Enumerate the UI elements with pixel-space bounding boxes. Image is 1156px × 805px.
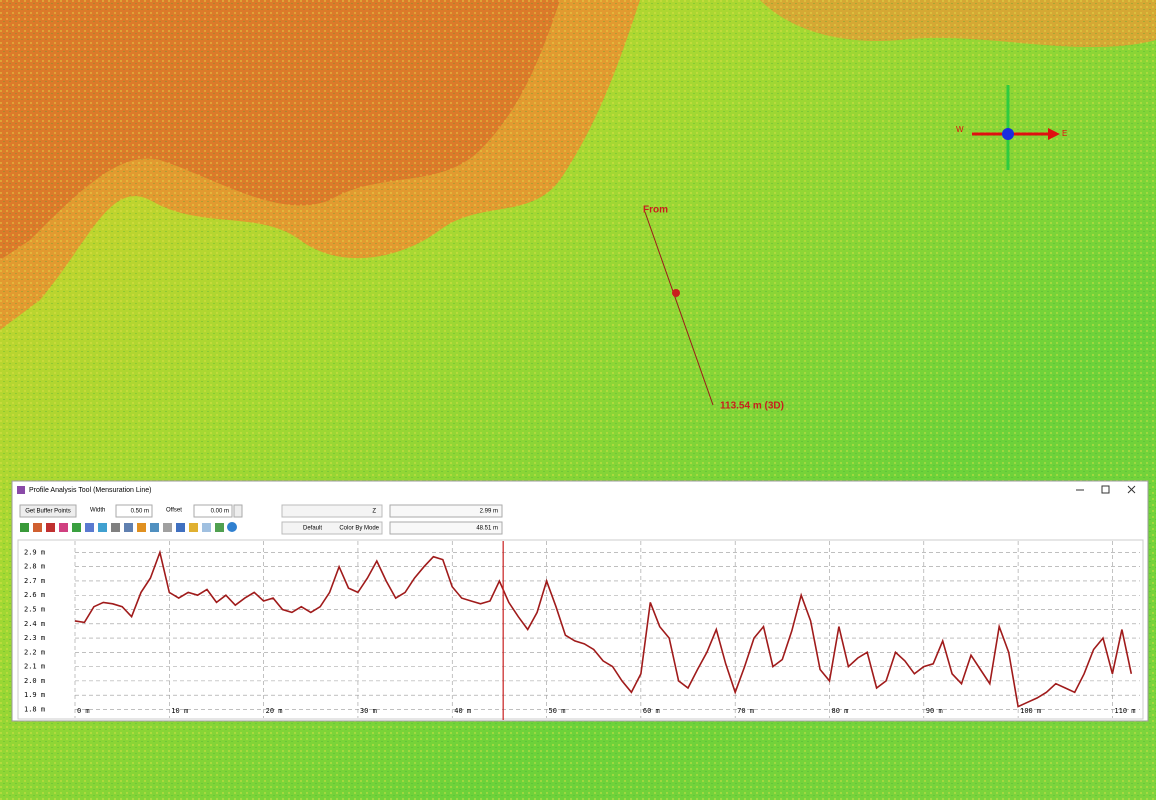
x-tick-label: 100 m: [1020, 707, 1041, 715]
z-dropdown[interactable]: [282, 505, 382, 517]
distance-label: 113.54 m (3D): [720, 401, 784, 412]
color-mode-value: Color By Mode: [339, 526, 379, 532]
tool-icon[interactable]: [20, 523, 29, 532]
style-value: Default: [303, 526, 322, 532]
y-tick-label: 2.9 m: [24, 548, 45, 556]
compass-east: E: [1062, 129, 1067, 138]
width-value: 0.50 m: [131, 509, 149, 515]
tool-icon[interactable]: [215, 523, 224, 532]
y-tick-label: 2.4 m: [24, 620, 45, 628]
from-label: From: [643, 205, 668, 216]
offset-spinner[interactable]: [234, 505, 242, 517]
tool-icon[interactable]: [124, 523, 133, 532]
tool-icon[interactable]: [202, 523, 211, 532]
y-tick-label: 2.3 m: [24, 634, 45, 642]
x-tick-label: 0 m: [77, 707, 90, 715]
x-tick-label: 60 m: [643, 707, 660, 715]
x-tick-label: 50 m: [549, 707, 566, 715]
x-tick-label: 110 m: [1114, 707, 1135, 715]
compass-west: W: [956, 125, 964, 134]
y-tick-label: 2.8 m: [24, 563, 45, 571]
tool-icon[interactable]: [176, 523, 185, 532]
distance-value: 48.51 m: [476, 526, 498, 532]
toolbar-icons: [20, 522, 237, 532]
y-tick-label: 2.0 m: [24, 677, 45, 685]
x-tick-label: 90 m: [926, 707, 943, 715]
window-icon: [17, 486, 25, 494]
tool-icon[interactable]: [189, 523, 198, 532]
x-tick-label: 20 m: [266, 707, 283, 715]
x-tick-label: 40 m: [454, 707, 471, 715]
z-label: Z: [372, 509, 376, 515]
tool-icon[interactable]: [98, 523, 107, 532]
y-tick-label: 2.5 m: [24, 606, 45, 614]
offset-label: Offset: [166, 508, 182, 514]
x-tick-label: 70 m: [737, 707, 754, 715]
y-tick-label: 2.1 m: [24, 663, 45, 671]
compass-center: [1002, 128, 1014, 140]
z-value: 2.99 m: [480, 509, 498, 515]
screen: From 113.54 m (3D) W E Profile Analysis …: [0, 0, 1156, 800]
y-tick-label: 2.2 m: [24, 648, 45, 656]
x-tick-label: 30 m: [360, 707, 377, 715]
width-label: Width: [90, 508, 105, 514]
tool-icon[interactable]: [72, 523, 81, 532]
tool-icon[interactable]: [163, 523, 172, 532]
y-tick-label: 2.6 m: [24, 591, 45, 599]
tool-icon[interactable]: [150, 523, 159, 532]
tool-icon[interactable]: [46, 523, 55, 532]
y-tick-label: 2.7 m: [24, 577, 45, 585]
button-label: Get Buffer Points: [25, 509, 71, 515]
tool-icon[interactable]: [59, 523, 68, 532]
window-title: Profile Analysis Tool (Mensuration Line): [29, 487, 151, 494]
tool-icon[interactable]: [137, 523, 146, 532]
y-tick-label: 1.8 m: [24, 705, 45, 713]
y-tick-label: 1.9 m: [24, 691, 45, 699]
help-icon[interactable]: [227, 522, 237, 532]
tool-icon[interactable]: [33, 523, 42, 532]
page: From 113.54 m (3D) W E Profile Analysis …: [0, 0, 1156, 800]
x-tick-label: 10 m: [171, 707, 188, 715]
profile-cursor-point: [672, 289, 680, 297]
tool-icon[interactable]: [85, 523, 94, 532]
offset-value: 0.00 m: [211, 509, 229, 515]
tool-icon[interactable]: [111, 523, 120, 532]
x-tick-label: 80 m: [831, 707, 848, 715]
